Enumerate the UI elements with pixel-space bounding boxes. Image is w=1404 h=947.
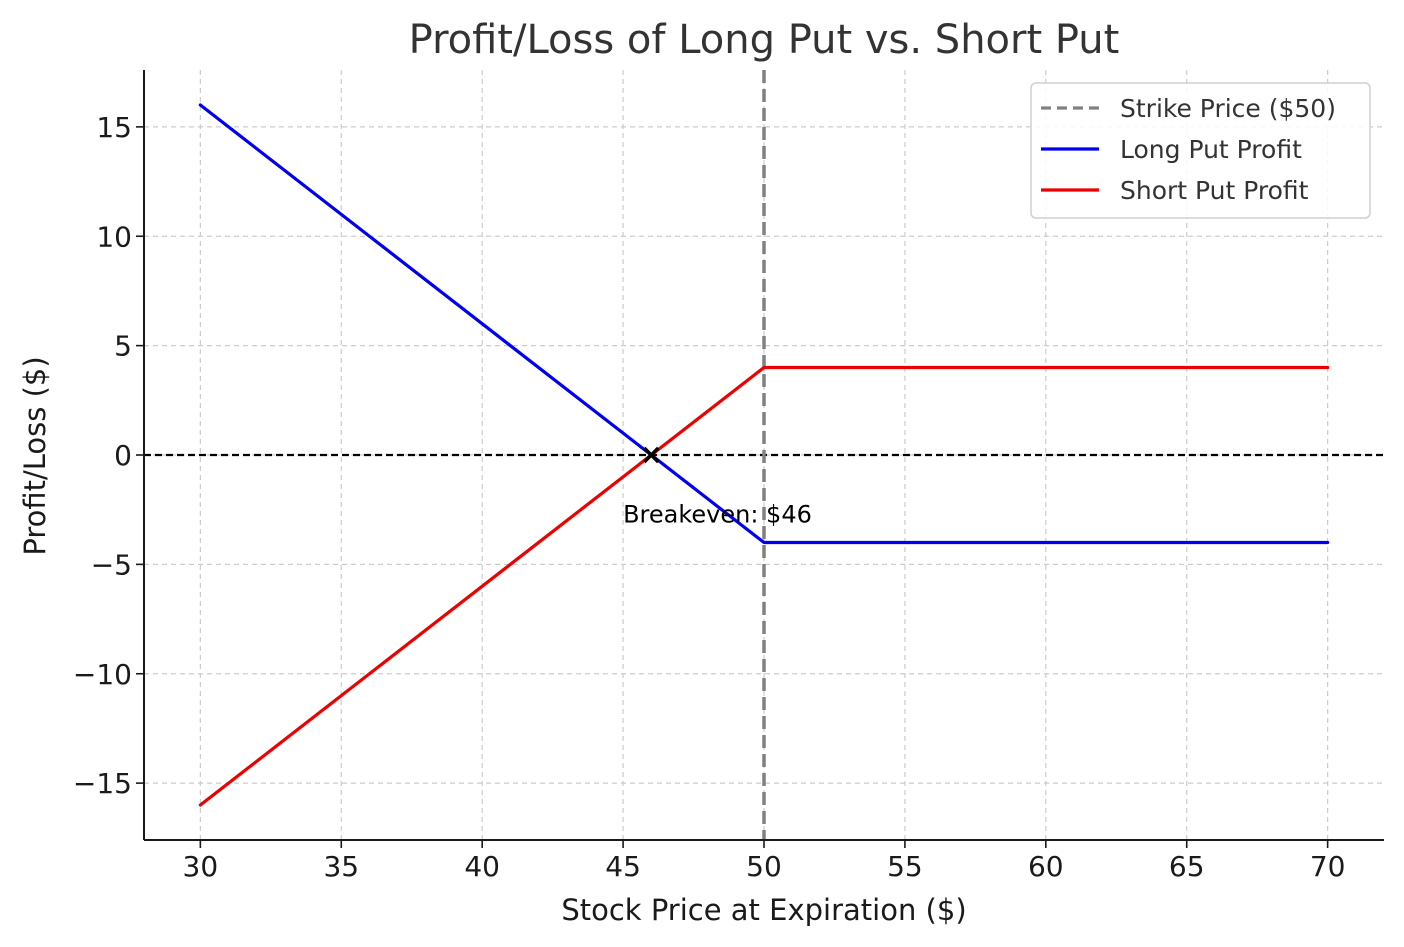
x-tick-label: 45 — [605, 850, 641, 883]
x-tick-label: 55 — [887, 850, 923, 883]
legend-box — [1030, 82, 1371, 219]
y-axis-label: Profit/Loss ($) — [18, 356, 52, 555]
y-tick-label: −10 — [73, 658, 132, 691]
axes — [136, 70, 1384, 848]
x-tick-label: 40 — [464, 850, 500, 883]
chart-title: Profit/Loss of Long Put vs. Short Put — [409, 17, 1120, 63]
legend-label: Long Put Profit — [1120, 135, 1302, 164]
short-put-profit-line — [198, 365, 1330, 807]
y-tick-label: 5 — [114, 330, 132, 363]
breakeven-marker-stroke — [643, 446, 660, 464]
series-lines — [198, 103, 1330, 807]
x-tick-label: 30 — [183, 850, 219, 883]
y-tick-label: 15 — [96, 111, 132, 144]
breakeven-marker — [643, 446, 660, 464]
x-tick-label: 70 — [1310, 850, 1346, 883]
x-tick-label: 35 — [323, 850, 359, 883]
breakeven-label: Breakeven: $46 — [623, 501, 812, 529]
y-tick-label: 10 — [96, 220, 132, 253]
legend-item-strike-price: Strike Price ($50) — [1041, 94, 1336, 123]
reference-lines — [144, 70, 1384, 840]
x-axis-label: Stock Price at Expiration ($) — [561, 893, 966, 927]
legend: Strike Price ($50) Long Put Profit Short P… — [1030, 82, 1371, 219]
x-tick-label: 60 — [1028, 850, 1064, 883]
tick-labels: 30 35 40 45 50 55 60 65 70 −15 −10 −5 0 5 10 15 — [73, 111, 1346, 883]
long-put-profit-line — [198, 103, 1330, 545]
y-tick-label: −5 — [91, 548, 132, 581]
y-tick-label: −15 — [73, 767, 132, 800]
legend-label: Short Put Profit — [1120, 176, 1309, 205]
y-tick-label: 0 — [114, 439, 132, 472]
legend-label: Strike Price ($50) — [1120, 94, 1336, 123]
legend-item-short-put: Short Put Profit — [1041, 176, 1309, 205]
legend-item-long-put: Long Put Profit — [1041, 135, 1302, 164]
annotations: Breakeven: $46 — [623, 446, 812, 529]
x-tick-label: 65 — [1169, 850, 1205, 883]
x-tick-label: 50 — [746, 850, 782, 883]
